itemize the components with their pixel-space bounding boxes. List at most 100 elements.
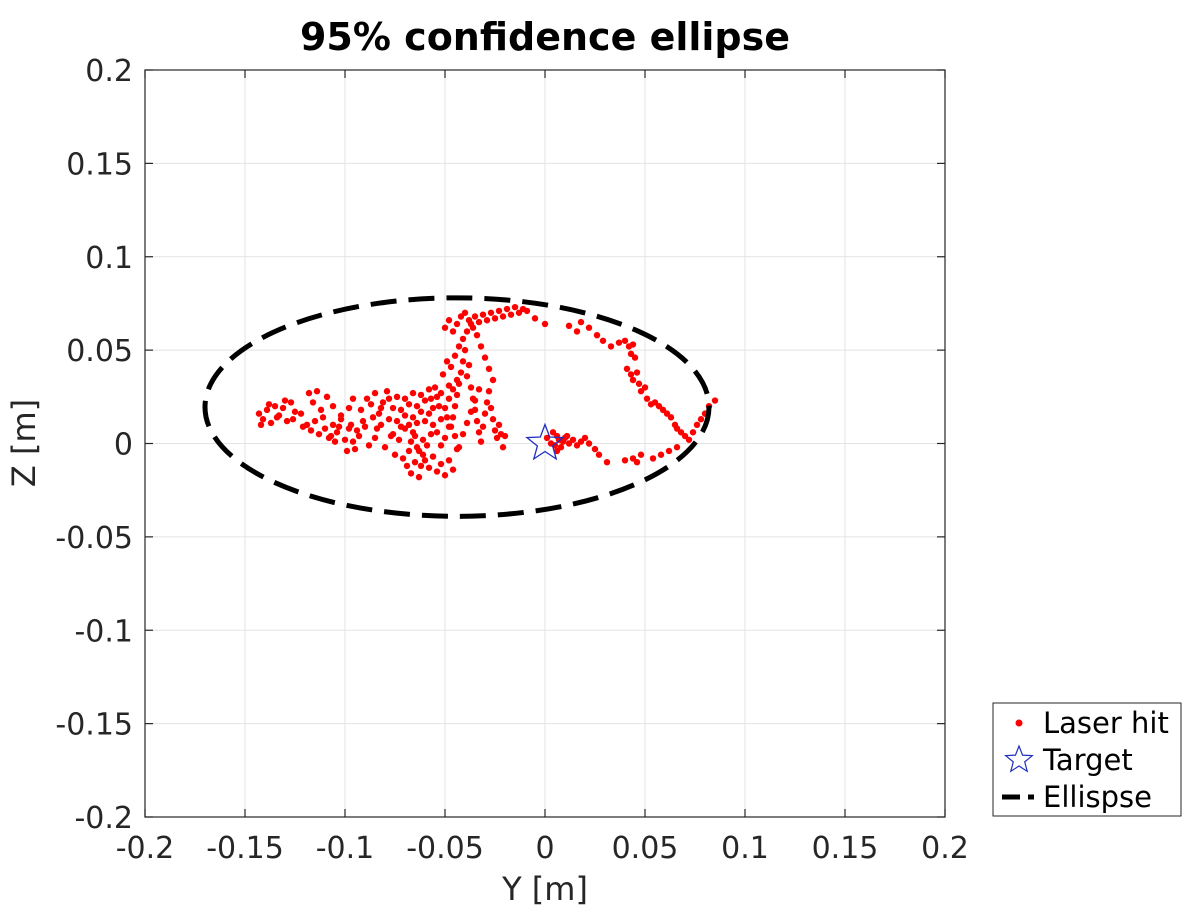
laser-hit-point (447, 363, 455, 371)
laser-hit-point (435, 402, 443, 410)
laser-hit-point (585, 440, 593, 447)
laser-hit-point (667, 414, 675, 421)
laser-hit-point (577, 318, 585, 326)
laser-hit-point (499, 444, 507, 451)
laser-hit-point (297, 410, 305, 417)
laser-hit-point (401, 412, 409, 419)
x-tick-label: -0.1 (316, 831, 375, 866)
laser-hit-point (615, 339, 623, 346)
laser-hit-point (437, 389, 445, 397)
laser-hit-point (501, 432, 509, 440)
y-tick-label: 0 (114, 428, 133, 463)
laser-hit-point (453, 391, 461, 399)
laser-hit-point (343, 447, 351, 455)
laser-hit-point (637, 451, 645, 458)
laser-hit-point (415, 473, 423, 481)
laser-hit-point (431, 384, 439, 391)
laser-hit-point (433, 393, 441, 401)
laser-hit-point (681, 432, 689, 440)
laser-hit-point (421, 397, 429, 404)
laser-hit-point (361, 423, 369, 430)
laser-hit-point (421, 457, 429, 464)
laser-hit-point (411, 432, 419, 440)
laser-hit-point (273, 414, 281, 421)
y-tick-label: 0.15 (66, 147, 133, 182)
laser-hit-point (407, 438, 415, 445)
laser-hit-point (627, 350, 635, 358)
laser-hit-point (415, 447, 423, 455)
laser-hit-point (503, 305, 511, 313)
x-tick-label: -0.05 (406, 831, 484, 866)
laser-hit-point (677, 429, 685, 436)
laser-hit-point (451, 432, 459, 440)
laser-hit-point (445, 317, 453, 324)
laser-hit-point (429, 453, 437, 460)
laser-hit-point (367, 401, 375, 408)
laser-hit-point (477, 343, 485, 350)
laser-hit-point (321, 425, 329, 432)
laser-hit-point (337, 412, 345, 419)
laser-hit-point (467, 408, 475, 415)
laser-hit-point (405, 421, 413, 429)
laser-hit-point (255, 410, 263, 417)
legend: Laser hit Target Ellispse (992, 702, 1182, 817)
laser-hit-point (289, 416, 297, 423)
laser-hit-point (697, 416, 705, 423)
laser-hit-point (271, 402, 279, 410)
laser-hit-point (417, 462, 425, 470)
laser-hit-point (413, 419, 421, 427)
laser-hit-point (407, 470, 415, 477)
laser-hit-point (405, 401, 413, 408)
laser-hit-point (457, 313, 465, 320)
laser-hit-point (573, 328, 581, 335)
laser-hit-point (473, 331, 481, 339)
laser-hit-point (345, 404, 353, 412)
laser-hit-point (305, 389, 313, 397)
axis-ticks (144, 69, 946, 818)
y-tick-label: -0.2 (74, 801, 133, 836)
laser-hit-point (507, 311, 515, 318)
laser-hit-point (531, 315, 539, 322)
laser-hit-point (427, 395, 435, 402)
grid-lines (144, 69, 946, 818)
legend-box (992, 702, 1182, 817)
laser-hit-point (441, 404, 449, 412)
y-tick-label: -0.05 (55, 521, 133, 556)
laser-hit-point (549, 429, 557, 436)
laser-hit-point (437, 460, 445, 468)
laser-hit-point (331, 438, 339, 445)
laser-hit-point (445, 457, 453, 464)
chart-title: 95% confidence ellipse (300, 15, 790, 59)
laser-hit-point (585, 324, 593, 331)
laser-hit-point (623, 365, 631, 372)
ellipse-layer (202, 295, 712, 519)
laser-hit-point (283, 417, 291, 425)
laser-hit-point (649, 455, 657, 462)
laser-hit-point (395, 436, 403, 443)
laser-hit-point (467, 384, 475, 391)
laser-hit-point (417, 408, 425, 415)
laser-hit-point (673, 425, 681, 432)
laser-hit-point (323, 393, 331, 401)
x-tick-label: 0.05 (612, 831, 679, 866)
laser-hit-point (489, 416, 497, 423)
laser-hit-point (629, 341, 637, 348)
laser-hit-point (327, 432, 335, 440)
laser-hit-point (541, 320, 549, 328)
laser-hit-point (663, 410, 671, 417)
laser-hit-point (481, 410, 489, 417)
laser-hit-point (461, 309, 469, 316)
laser-hit-point (401, 395, 409, 402)
laser-hit-point (427, 430, 435, 438)
laser-hit-point (483, 399, 491, 406)
laser-hit-point (631, 354, 639, 361)
laser-hit-point (391, 451, 399, 458)
laser-hit-point (523, 307, 531, 315)
laser-hit-point (399, 455, 407, 462)
laser-hit-point (347, 421, 355, 429)
laser-hit-point (573, 442, 581, 449)
laser-hit-point (405, 447, 413, 455)
laser-hit-point (371, 389, 379, 397)
laser-hit-point (393, 393, 401, 401)
